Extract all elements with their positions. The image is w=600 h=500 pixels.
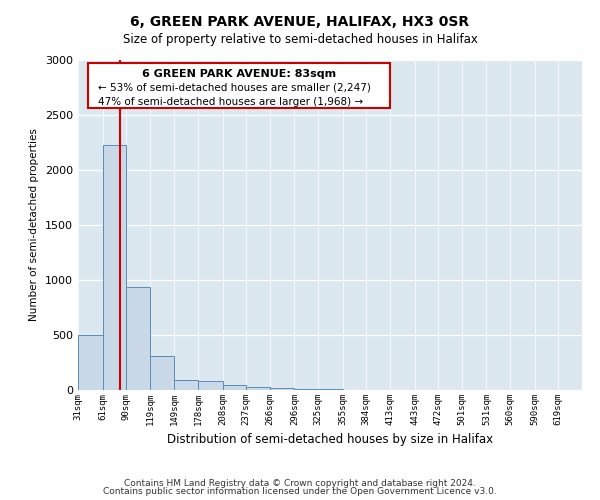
Text: Contains HM Land Registry data © Crown copyright and database right 2024.: Contains HM Land Registry data © Crown c… — [124, 478, 476, 488]
Text: ← 53% of semi-detached houses are smaller (2,247): ← 53% of semi-detached houses are smalle… — [98, 83, 371, 93]
Y-axis label: Number of semi-detached properties: Number of semi-detached properties — [29, 128, 40, 322]
Bar — [246, 386, 270, 390]
Bar — [126, 286, 150, 390]
Text: Contains public sector information licensed under the Open Government Licence v3: Contains public sector information licen… — [103, 487, 497, 496]
X-axis label: Distribution of semi-detached houses by size in Halifax: Distribution of semi-detached houses by … — [167, 434, 493, 446]
Bar — [175, 380, 198, 390]
Bar — [198, 381, 223, 390]
Text: Size of property relative to semi-detached houses in Halifax: Size of property relative to semi-detach… — [122, 32, 478, 46]
FancyBboxPatch shape — [88, 64, 391, 108]
Bar — [78, 335, 103, 390]
Bar — [150, 356, 175, 390]
Bar — [103, 144, 126, 390]
Bar — [270, 388, 295, 390]
Text: 47% of semi-detached houses are larger (1,968) →: 47% of semi-detached houses are larger (… — [98, 96, 363, 106]
Text: 6 GREEN PARK AVENUE: 83sqm: 6 GREEN PARK AVENUE: 83sqm — [142, 69, 337, 79]
Bar — [223, 384, 246, 390]
Text: 6, GREEN PARK AVENUE, HALIFAX, HX3 0SR: 6, GREEN PARK AVENUE, HALIFAX, HX3 0SR — [130, 15, 470, 29]
Bar — [295, 389, 318, 390]
